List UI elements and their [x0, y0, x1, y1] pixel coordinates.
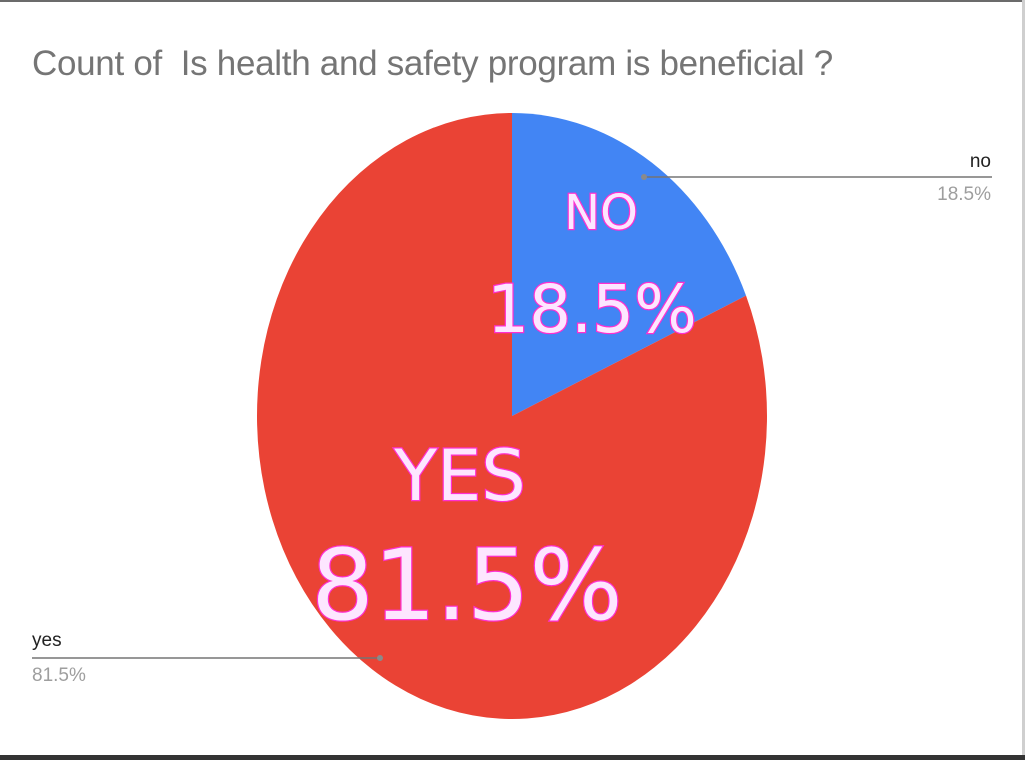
pie-slice-yes: [257, 113, 767, 719]
callout-percent-yes: 81.5%: [32, 665, 86, 686]
right-border: [1022, 0, 1025, 760]
overlay-percent-yes: 81.5%: [311, 529, 622, 643]
callout-name-no: no: [970, 151, 991, 172]
overlay-label-yes: YES: [393, 435, 525, 517]
callout-dot-no: [641, 174, 647, 180]
chart-title: Count of Is health and safety program is…: [32, 44, 833, 83]
callout-dot-yes: [377, 655, 383, 661]
top-border: [0, 0, 1025, 2]
callout-name-yes: yes: [32, 630, 62, 651]
pie-slice-no: [512, 113, 747, 416]
overlay-label-no: NO: [564, 185, 638, 241]
overlay-percent-no: 18.5%: [487, 271, 697, 348]
callout-percent-no: 18.5%: [937, 184, 991, 205]
bottom-border: [0, 755, 1025, 760]
